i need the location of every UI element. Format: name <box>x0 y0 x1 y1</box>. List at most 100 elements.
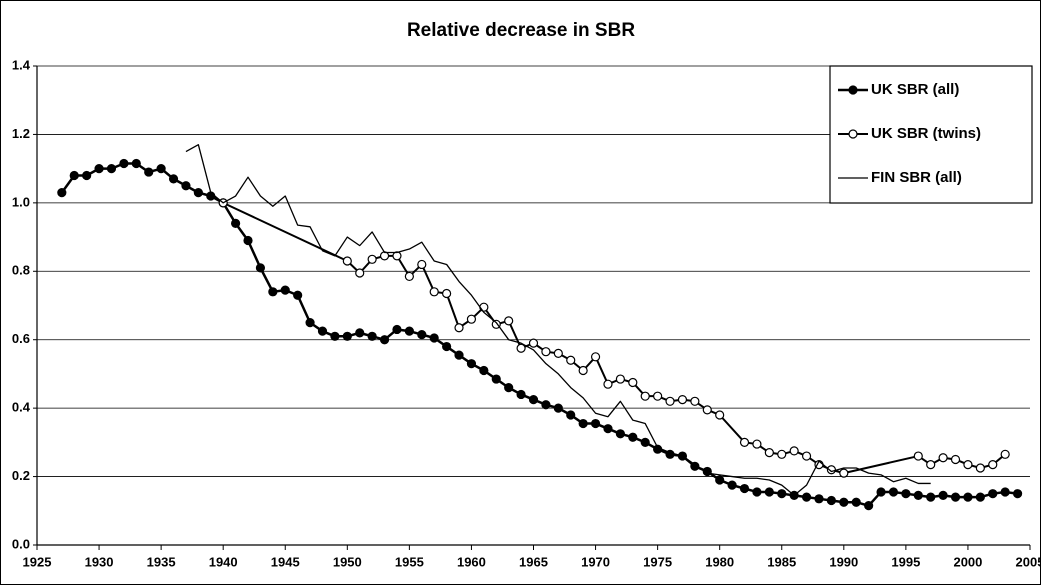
marker <box>677 394 688 405</box>
marker <box>615 374 625 384</box>
marker <box>950 492 961 502</box>
marker <box>355 328 365 338</box>
marker <box>814 494 824 504</box>
marker <box>1012 489 1023 499</box>
marker <box>975 463 985 473</box>
x-tick-label: 2000 <box>953 554 982 569</box>
marker <box>156 164 166 174</box>
x-tick-label: 1940 <box>209 554 238 569</box>
marker <box>640 437 650 447</box>
marker <box>801 492 812 502</box>
marker <box>466 314 477 324</box>
marker <box>839 497 849 507</box>
marker <box>243 235 253 246</box>
marker <box>553 403 563 413</box>
marker <box>417 259 427 270</box>
marker <box>367 254 377 264</box>
marker <box>566 355 576 365</box>
marker <box>628 432 638 442</box>
x-tick-label: 1935 <box>147 554 176 569</box>
marker <box>280 285 290 295</box>
marker <box>715 475 725 485</box>
marker <box>590 352 601 362</box>
marker <box>466 359 477 369</box>
marker <box>752 487 762 497</box>
marker <box>504 383 514 393</box>
legend-label: UK SBR (all) <box>871 81 959 98</box>
marker <box>317 326 328 336</box>
marker <box>752 439 762 449</box>
marker <box>615 429 625 439</box>
marker <box>106 164 117 174</box>
legend-label: FIN SBR (all) <box>871 169 962 186</box>
marker <box>255 263 266 273</box>
marker <box>690 396 700 406</box>
marker <box>988 459 998 470</box>
marker <box>888 487 899 497</box>
marker <box>963 459 973 470</box>
marker <box>653 391 663 401</box>
x-tick-label: 1975 <box>643 554 672 569</box>
marker <box>516 389 526 400</box>
marker <box>988 489 998 499</box>
marker <box>1000 449 1010 459</box>
chart-title: Relative decrease in SBR <box>407 20 635 41</box>
marker <box>528 394 539 405</box>
marker <box>727 480 737 490</box>
marker <box>193 187 203 198</box>
marker <box>82 170 92 181</box>
marker <box>541 400 551 410</box>
x-tick-label: 1985 <box>767 554 796 569</box>
legend-marker <box>848 85 858 95</box>
marker <box>926 459 936 470</box>
marker <box>926 492 936 502</box>
x-tick-label: 1965 <box>519 554 548 569</box>
x-tick-label: 1980 <box>705 554 734 569</box>
marker <box>826 495 837 506</box>
marker <box>839 468 849 478</box>
marker <box>913 490 923 500</box>
marker <box>330 331 340 341</box>
x-tick-label: 1955 <box>395 554 424 569</box>
marker <box>913 451 923 461</box>
marker <box>975 492 985 502</box>
marker <box>777 489 787 499</box>
marker <box>94 164 104 174</box>
y-tick-label: 0.6 <box>12 331 30 346</box>
marker <box>541 347 551 357</box>
marker <box>355 268 365 278</box>
marker <box>429 333 439 343</box>
marker <box>479 365 489 376</box>
marker <box>131 158 141 169</box>
y-tick-label: 1.0 <box>12 194 30 209</box>
marker <box>528 338 539 348</box>
marker <box>392 324 402 335</box>
marker <box>181 181 191 191</box>
marker <box>938 453 948 463</box>
x-tick-label: 1930 <box>85 554 114 569</box>
marker <box>739 437 750 447</box>
marker <box>739 483 750 494</box>
marker <box>665 396 675 406</box>
y-tick-label: 1.2 <box>12 126 30 141</box>
y-tick-label: 1.4 <box>12 57 31 72</box>
marker <box>379 335 390 345</box>
marker <box>342 256 352 266</box>
marker <box>864 501 874 511</box>
marker <box>168 174 179 184</box>
marker <box>305 318 315 328</box>
marker <box>764 487 774 497</box>
y-tick-label: 0.0 <box>12 536 30 551</box>
series-line <box>185 144 931 497</box>
marker <box>442 288 452 299</box>
marker <box>268 287 278 297</box>
marker <box>367 331 377 341</box>
x-tick-label: 1950 <box>333 554 362 569</box>
x-tick-label: 1990 <box>829 554 858 569</box>
marker <box>119 158 129 169</box>
marker <box>603 424 613 434</box>
marker <box>938 490 948 500</box>
marker <box>603 379 613 389</box>
marker <box>479 302 489 312</box>
